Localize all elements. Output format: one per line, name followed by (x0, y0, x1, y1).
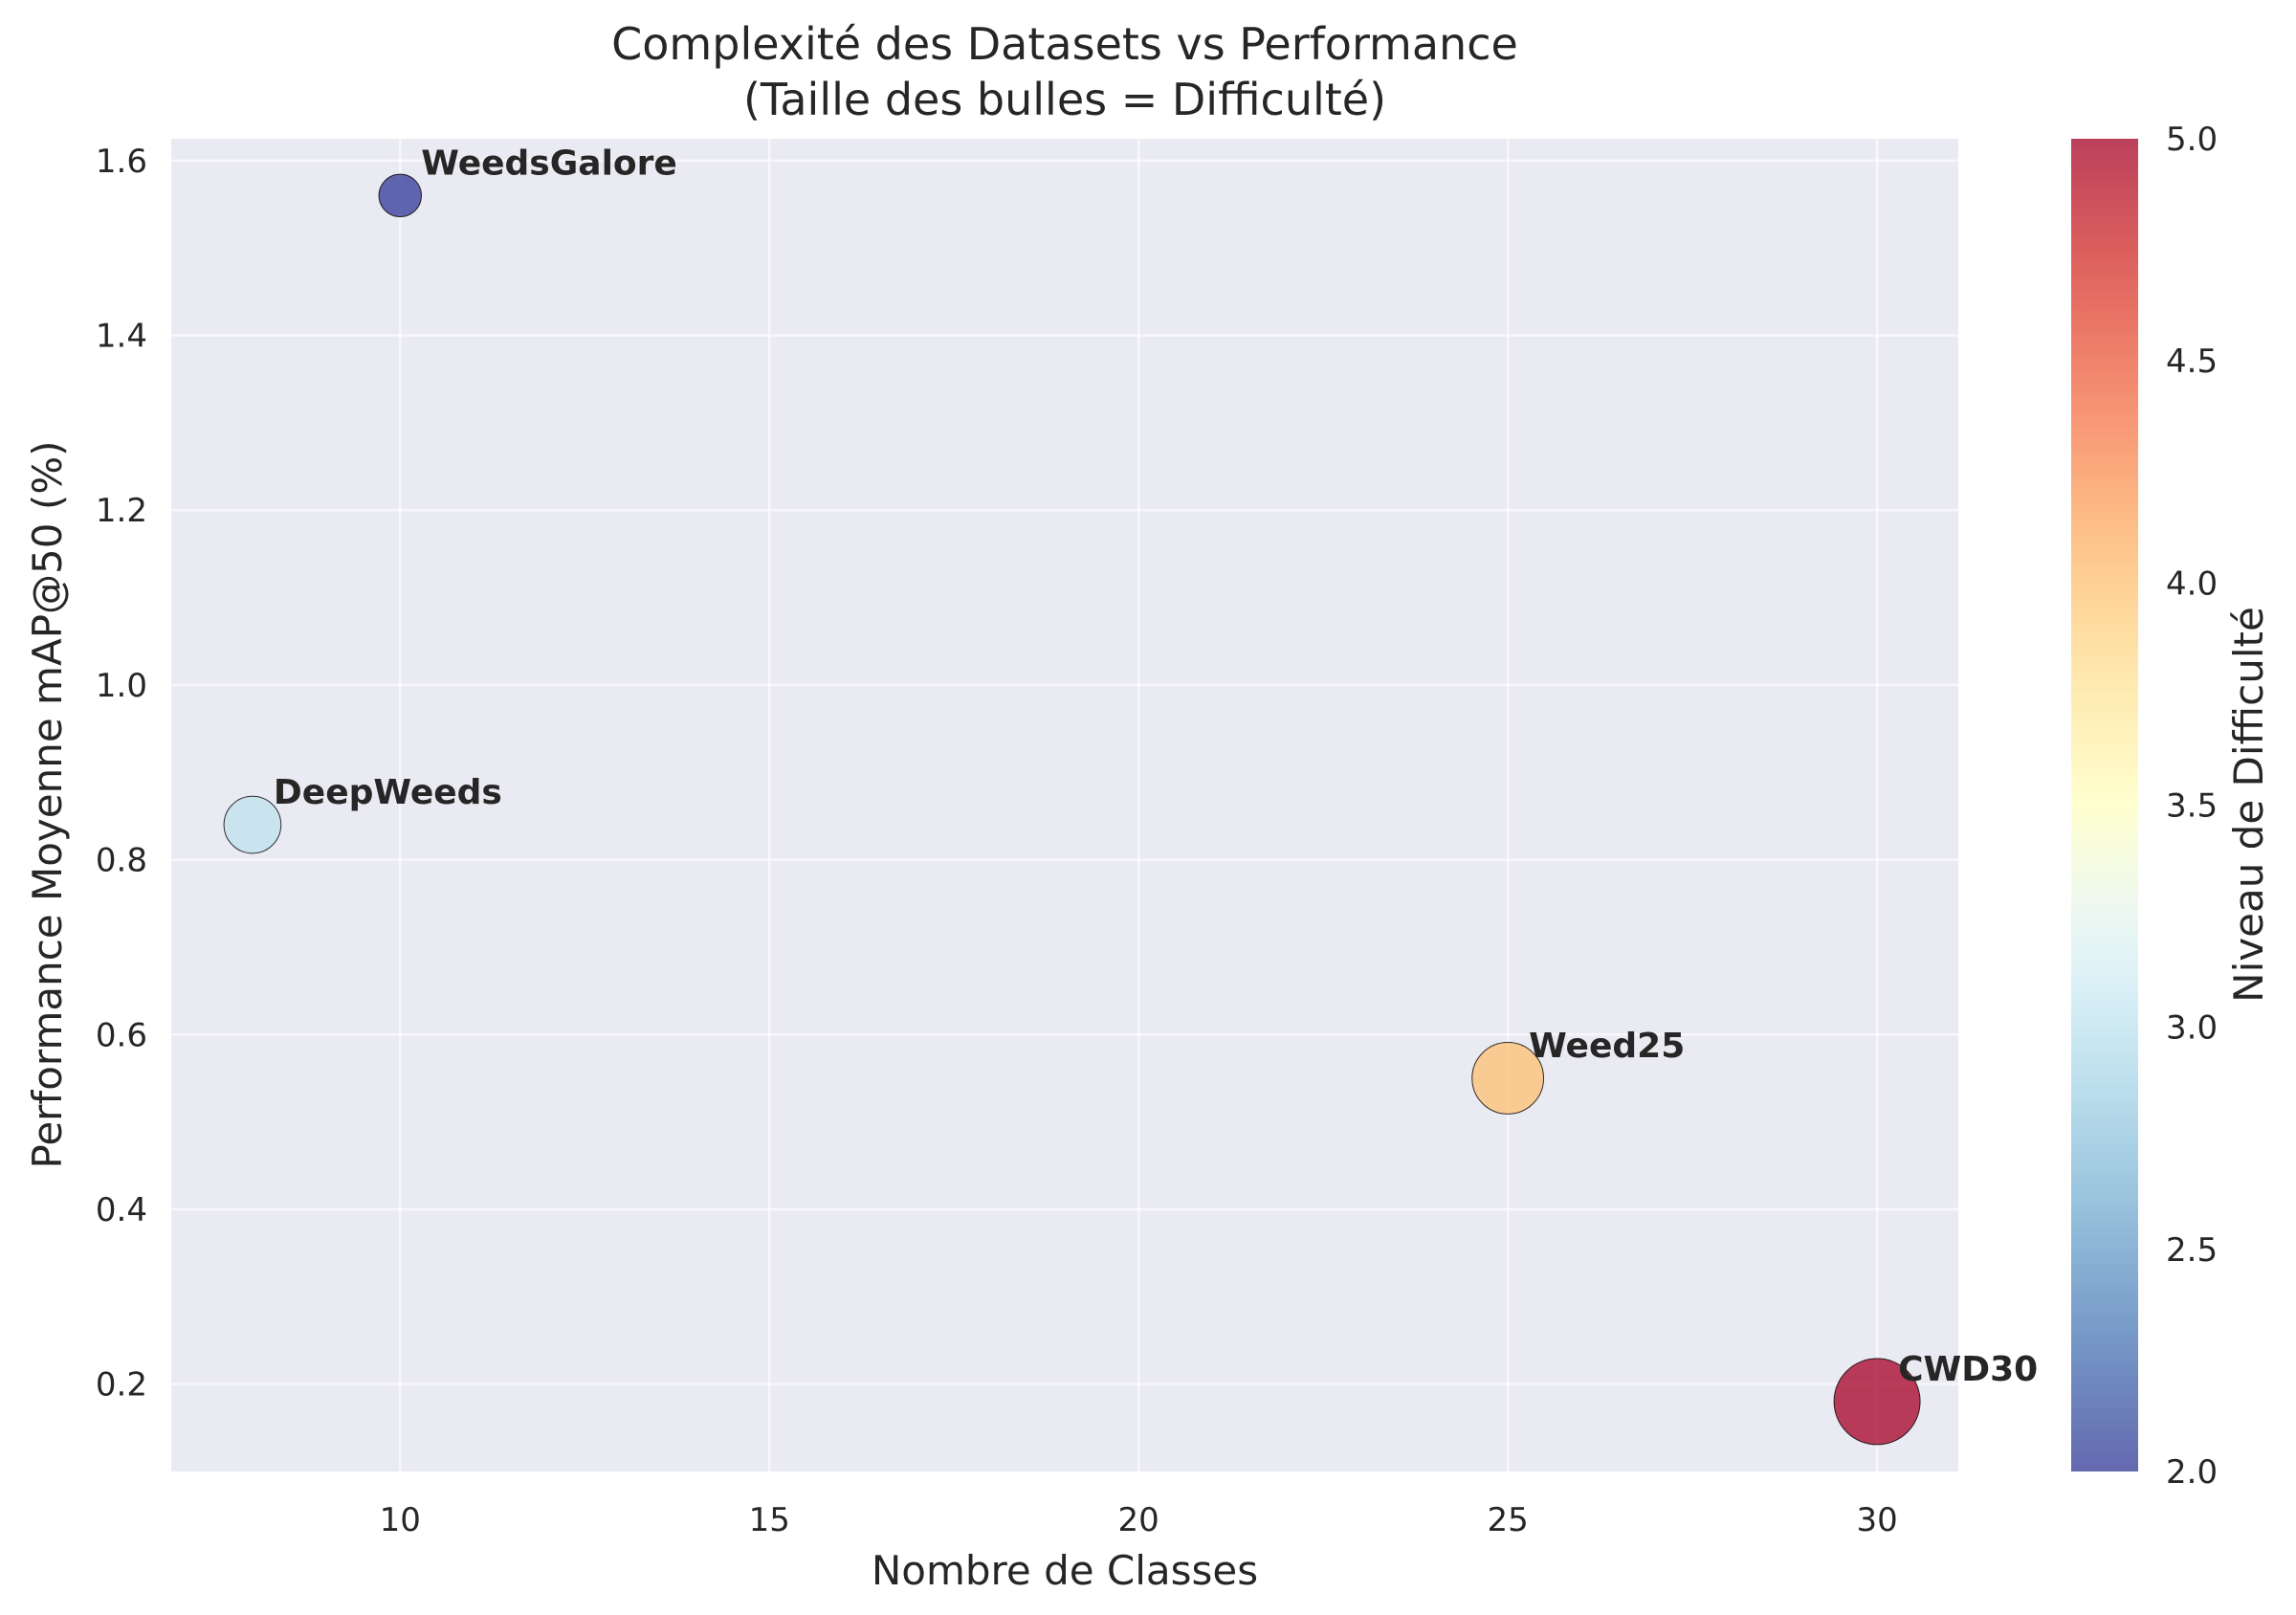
data-point (1471, 1042, 1545, 1115)
data-point (378, 173, 422, 218)
data-points (223, 173, 1921, 1446)
y-ticks: 0.2 0.4 0.6 0.8 1.0 1.2 1.4 1.6 (96, 143, 147, 1405)
colorbar-tick-label: 2.5 (2166, 1231, 2218, 1270)
x-tick-label: 15 (749, 1501, 790, 1539)
y-tick-label: 1.6 (96, 143, 147, 181)
colorbar-tick-label: 3.0 (2166, 1009, 2218, 1048)
grid (171, 139, 1958, 1471)
y-tick-label: 0.8 (96, 842, 147, 880)
y-axis-label: Performance Moyenne mAP@50 (%) (24, 440, 71, 1168)
x-tick-label: 25 (1488, 1501, 1529, 1539)
colorbar-tick-label: 4.0 (2166, 564, 2218, 603)
data-point-label: Weed25 (1529, 1027, 1685, 1066)
chart-subtitle: (Taille des bulles = Difficulté) (743, 74, 1386, 125)
y-tick-label: 1.4 (96, 318, 147, 356)
colorbar-tick-label: 4.5 (2166, 343, 2218, 381)
point-labels: WeedsGalore DeepWeeds Weed25 CWD30 (274, 144, 2038, 1389)
y-tick-label: 0.2 (96, 1366, 147, 1405)
y-tick-label: 0.6 (96, 1016, 147, 1054)
data-point-label: CWD30 (1898, 1350, 2038, 1389)
colorbar-label: Niveau de Difficulté (2225, 607, 2272, 1003)
colorbar-tick-label: 3.5 (2166, 787, 2218, 826)
colorbar-tick-label: 2.0 (2166, 1453, 2218, 1492)
x-axis-label: Nombre de Classes (872, 1547, 1258, 1594)
colorbar (2071, 139, 2138, 1471)
data-point-label: WeedsGalore (421, 144, 677, 183)
x-tick-label: 10 (380, 1501, 421, 1539)
chart-title: Complexité des Datasets vs Performance (611, 18, 1518, 70)
y-tick-label: 0.4 (96, 1191, 147, 1229)
colorbar-tick-label: 5.0 (2166, 121, 2218, 159)
x-ticks: 10 15 20 25 30 (380, 1501, 1898, 1539)
data-point (223, 795, 282, 854)
plot-area (171, 139, 1958, 1471)
data-point (1833, 1358, 1921, 1446)
y-tick-label: 1.0 (96, 667, 147, 705)
x-tick-label: 30 (1856, 1501, 1897, 1539)
y-tick-label: 1.2 (96, 492, 147, 530)
data-point-label: DeepWeeds (274, 773, 502, 812)
colorbar-ticks: 2.0 2.5 3.0 3.5 4.0 4.5 5.0 (2166, 121, 2218, 1492)
x-tick-label: 20 (1118, 1501, 1159, 1539)
